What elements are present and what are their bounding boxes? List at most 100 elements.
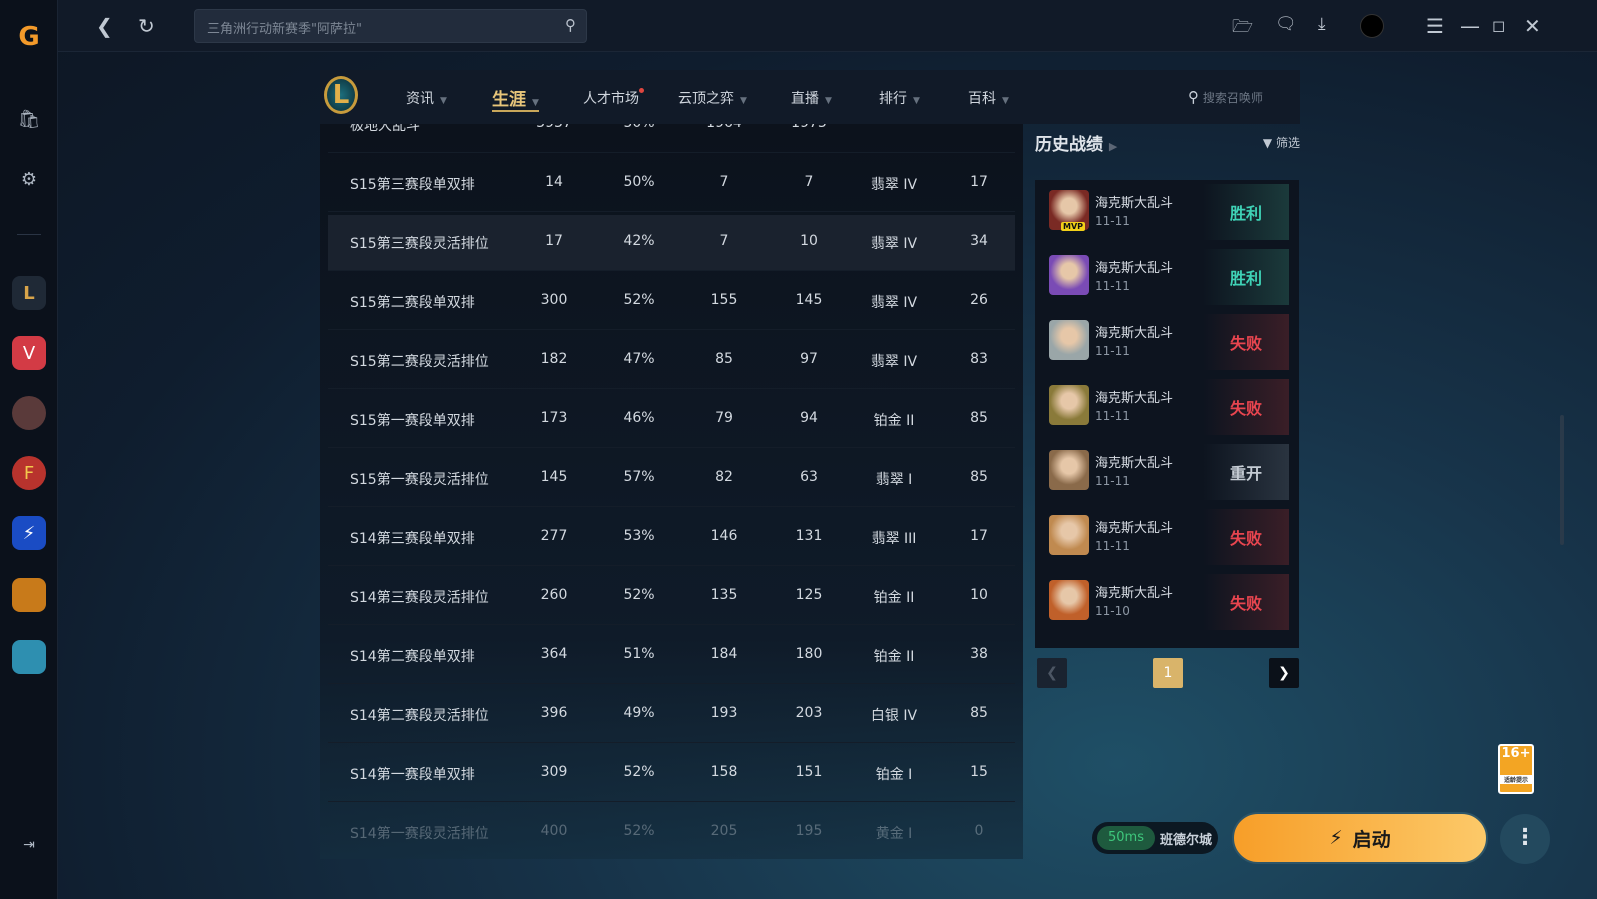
lp-cell: 34 bbox=[970, 233, 988, 249]
wins-cell: 193 bbox=[710, 705, 738, 721]
search-icon[interactable]: ⚲ bbox=[565, 16, 576, 34]
valorant-game-icon[interactable]: V bbox=[12, 336, 46, 370]
nav-live[interactable]: 直播 ▼ bbox=[791, 88, 832, 108]
rank-cell: 铂金 II bbox=[873, 590, 915, 606]
match-item[interactable]: MVP 海克斯大乱斗 11-11 胜利 bbox=[1045, 184, 1289, 240]
lp-cell: 85 bbox=[970, 705, 988, 721]
wins-cell: 7 bbox=[719, 174, 729, 190]
match-item[interactable]: 海克斯大乱斗 11-11 胜利 bbox=[1045, 249, 1289, 305]
start-game-button[interactable]: ⚡ 启动 bbox=[1232, 812, 1488, 864]
page-scrollbar[interactable] bbox=[1560, 415, 1564, 545]
notification-dot bbox=[639, 88, 644, 93]
wins-cell: 184 bbox=[710, 646, 738, 662]
win-rate-cell: 49% bbox=[623, 705, 655, 721]
lp-cell: 17 bbox=[970, 528, 988, 544]
game-icon-6[interactable] bbox=[12, 578, 46, 612]
minimize-icon[interactable]: — bbox=[1460, 14, 1480, 38]
nav-tft[interactable]: 云顶之弈 ▼ bbox=[678, 88, 747, 108]
close-icon[interactable]: ✕ bbox=[1524, 14, 1541, 38]
win-rate-cell: 52% bbox=[623, 587, 655, 603]
chevron-right-icon: ▶ bbox=[1108, 140, 1118, 153]
queue-name-cell: S15第二赛段灵活排位 bbox=[350, 354, 489, 370]
win-rate-cell: 42% bbox=[623, 233, 655, 249]
page-1-button[interactable]: 1 bbox=[1153, 658, 1183, 688]
message-icon[interactable]: 🗨 bbox=[1275, 14, 1297, 34]
match-item[interactable]: 海克斯大乱斗 11-11 失败 bbox=[1045, 379, 1289, 435]
wins-cell: 85 bbox=[715, 351, 733, 367]
back-icon[interactable]: ❮ bbox=[96, 14, 113, 38]
game-mode: 海克斯大乱斗 bbox=[1095, 521, 1174, 536]
losses-cell: 180 bbox=[795, 646, 823, 662]
chevron-down-icon: ▼ bbox=[1002, 96, 1009, 106]
summoner-search-input[interactable]: ⚲ 搜索召唤师 bbox=[1188, 88, 1263, 106]
collapse-sidebar-icon[interactable]: ⇥ bbox=[23, 837, 35, 853]
download-icon[interactable]: ⤓ bbox=[1318, 14, 1326, 34]
match-history-title[interactable]: 历史战绩 ▶ bbox=[1035, 135, 1118, 155]
lol-logo: L bbox=[324, 76, 358, 114]
queue-name-cell: S14第三赛段灵活排位 bbox=[350, 590, 489, 606]
rank-cell: 黄金 I bbox=[875, 826, 913, 842]
user-avatar[interactable] bbox=[1360, 14, 1384, 38]
global-search-input[interactable]: 三角洲行动新赛季"阿萨拉" ⚲ bbox=[194, 9, 587, 43]
queue-name-cell: S14第一赛段灵活排位 bbox=[350, 826, 489, 842]
match-date: 11-11 bbox=[1095, 539, 1130, 553]
rank-cell: 铂金 I bbox=[875, 767, 913, 783]
menu-icon[interactable]: ☰ bbox=[1426, 14, 1444, 38]
nav-career[interactable]: 生涯 ▼ bbox=[492, 85, 539, 112]
folder-icon[interactable]: 🗁 bbox=[1232, 17, 1254, 37]
crossfire-game-icon[interactable]: F bbox=[12, 456, 46, 490]
games-cell: 17 bbox=[545, 233, 563, 249]
nav-ranking[interactable]: 排行 ▼ bbox=[879, 88, 920, 108]
lp-cell: 85 bbox=[970, 410, 988, 426]
match-result: 失败 bbox=[1203, 379, 1289, 435]
lol-game-icon[interactable]: L bbox=[12, 276, 46, 310]
losses-cell: 195 bbox=[795, 823, 823, 839]
nav-news[interactable]: 资讯 ▼ bbox=[406, 88, 447, 108]
nav-label: 生涯 bbox=[492, 90, 526, 110]
games-cell: 173 bbox=[540, 410, 568, 426]
queue-name-cell: S15第一赛段灵活排位 bbox=[350, 472, 489, 488]
match-item[interactable]: 海克斯大乱斗 11-11 失败 bbox=[1045, 314, 1289, 370]
nav-wiki[interactable]: 百科 ▼ bbox=[968, 88, 1009, 108]
game-icon-7[interactable] bbox=[12, 640, 46, 674]
lp-cell: 85 bbox=[970, 469, 988, 485]
wins-cell: 7 bbox=[719, 233, 729, 249]
store-bag-icon[interactable]: 🛍 bbox=[17, 108, 41, 130]
game-icon-3[interactable] bbox=[12, 396, 46, 430]
server-latency[interactable]: 50ms 班德尔城 bbox=[1092, 822, 1218, 854]
filter-button[interactable]: ▼ 筛选 bbox=[1263, 134, 1300, 151]
rank-cell: 翡翠 I bbox=[875, 472, 913, 488]
refresh-icon[interactable]: ↻ bbox=[138, 14, 155, 38]
wins-cell: 205 bbox=[710, 823, 738, 839]
lp-cell: -- bbox=[974, 124, 984, 131]
games-cell: 364 bbox=[540, 646, 568, 662]
match-result: 失败 bbox=[1203, 574, 1289, 630]
lp-cell: 15 bbox=[970, 764, 988, 780]
match-result: 重开 bbox=[1203, 444, 1289, 500]
game-tag-icon[interactable]: ⚙ bbox=[20, 168, 38, 190]
nav-talent-market[interactable]: 人才市场 bbox=[583, 88, 644, 108]
match-item[interactable]: 海克斯大乱斗 11-11 重开 bbox=[1045, 444, 1289, 500]
losses-cell: 131 bbox=[795, 528, 823, 544]
chevron-down-icon: ▼ bbox=[532, 98, 539, 108]
match-item[interactable]: 海克斯大乱斗 11-10 失败 bbox=[1045, 574, 1289, 630]
lp-cell: 17 bbox=[970, 174, 988, 190]
wins-cell: 82 bbox=[715, 469, 733, 485]
table-row: S14第一赛段单双排 309 52% 158 151 铂金 I 15 bbox=[328, 746, 1015, 802]
match-history-panel: 历史战绩 ▶ ▼ 筛选 MVP 海克斯大乱斗 11-11 胜利 海克斯大乱斗 11-11 胜… bbox=[1035, 130, 1300, 688]
match-item[interactable]: 海克斯大乱斗 11-11 失败 bbox=[1045, 509, 1289, 565]
server-name: 班德尔城 bbox=[1160, 833, 1213, 848]
rank-cell: 铂金 II bbox=[873, 649, 915, 665]
next-page-button[interactable]: ❯ bbox=[1269, 658, 1299, 688]
more-options-button[interactable]: ⋮ bbox=[1500, 814, 1550, 864]
queue-name-cell: S15第一赛段单双排 bbox=[350, 413, 475, 429]
match-date: 11-11 bbox=[1095, 279, 1130, 293]
lp-cell: 10 bbox=[970, 587, 988, 603]
games-cell: 182 bbox=[540, 351, 568, 367]
prev-page-button[interactable]: ❮ bbox=[1037, 658, 1067, 688]
table-row: S14第一赛段灵活排位 400 52% 205 195 黄金 I 0 bbox=[328, 805, 1015, 859]
maximize-icon[interactable]: ◻ bbox=[1492, 16, 1506, 35]
chevron-down-icon: ▼ bbox=[913, 96, 920, 106]
game-icon-5[interactable]: ⚡ bbox=[12, 516, 46, 550]
champion-avatar bbox=[1049, 255, 1089, 295]
